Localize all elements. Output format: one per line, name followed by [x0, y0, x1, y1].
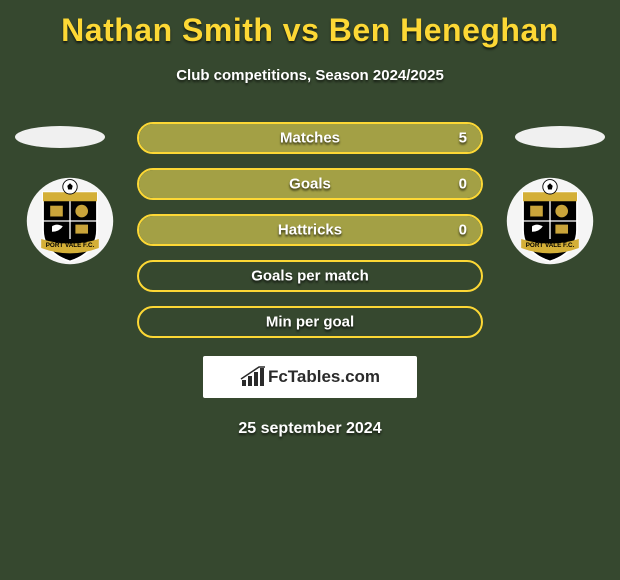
stat-row: Goals 0: [137, 168, 483, 200]
page-title: Nathan Smith vs Ben Heneghan: [0, 0, 620, 49]
stat-label: Min per goal: [266, 314, 354, 331]
stat-row: Matches 5: [137, 122, 483, 154]
club-crest-right: PORT VALE F.C. 1876: [505, 176, 595, 266]
stat-label: Hattricks: [278, 222, 342, 239]
stat-row: Goals per match: [137, 260, 483, 292]
stat-label: Matches: [280, 130, 340, 147]
player-left-placeholder: [15, 126, 105, 148]
branding-text: FcTables.com: [268, 367, 380, 387]
stats-container: Matches 5 Goals 0 Hattricks 0 Goals per match M…: [137, 122, 483, 338]
stat-value-right: 0: [459, 222, 467, 239]
chart-icon: [240, 366, 266, 388]
svg-text:1876: 1876: [65, 255, 76, 260]
stat-label: Goals per match: [251, 268, 369, 285]
svg-text:1876: 1876: [545, 255, 556, 260]
stat-row: Hattricks 0: [137, 214, 483, 246]
stat-label: Goals: [289, 176, 331, 193]
svg-text:PORT VALE F.C.: PORT VALE F.C.: [526, 242, 575, 249]
stat-fill-left: [139, 170, 310, 198]
page-subtitle: Club competitions, Season 2024/2025: [0, 67, 620, 84]
stat-row: Min per goal: [137, 306, 483, 338]
svg-text:PORT VALE F.C.: PORT VALE F.C.: [46, 242, 95, 249]
stat-fill-right: [310, 170, 481, 198]
date-text: 25 september 2024: [0, 420, 620, 438]
player-right-placeholder: [515, 126, 605, 148]
club-crest-left: PORT VALE F.C. 1876: [25, 176, 115, 266]
stat-value-right: 5: [459, 130, 467, 147]
branding-box: FcTables.com: [203, 356, 417, 398]
stat-value-right: 0: [459, 176, 467, 193]
